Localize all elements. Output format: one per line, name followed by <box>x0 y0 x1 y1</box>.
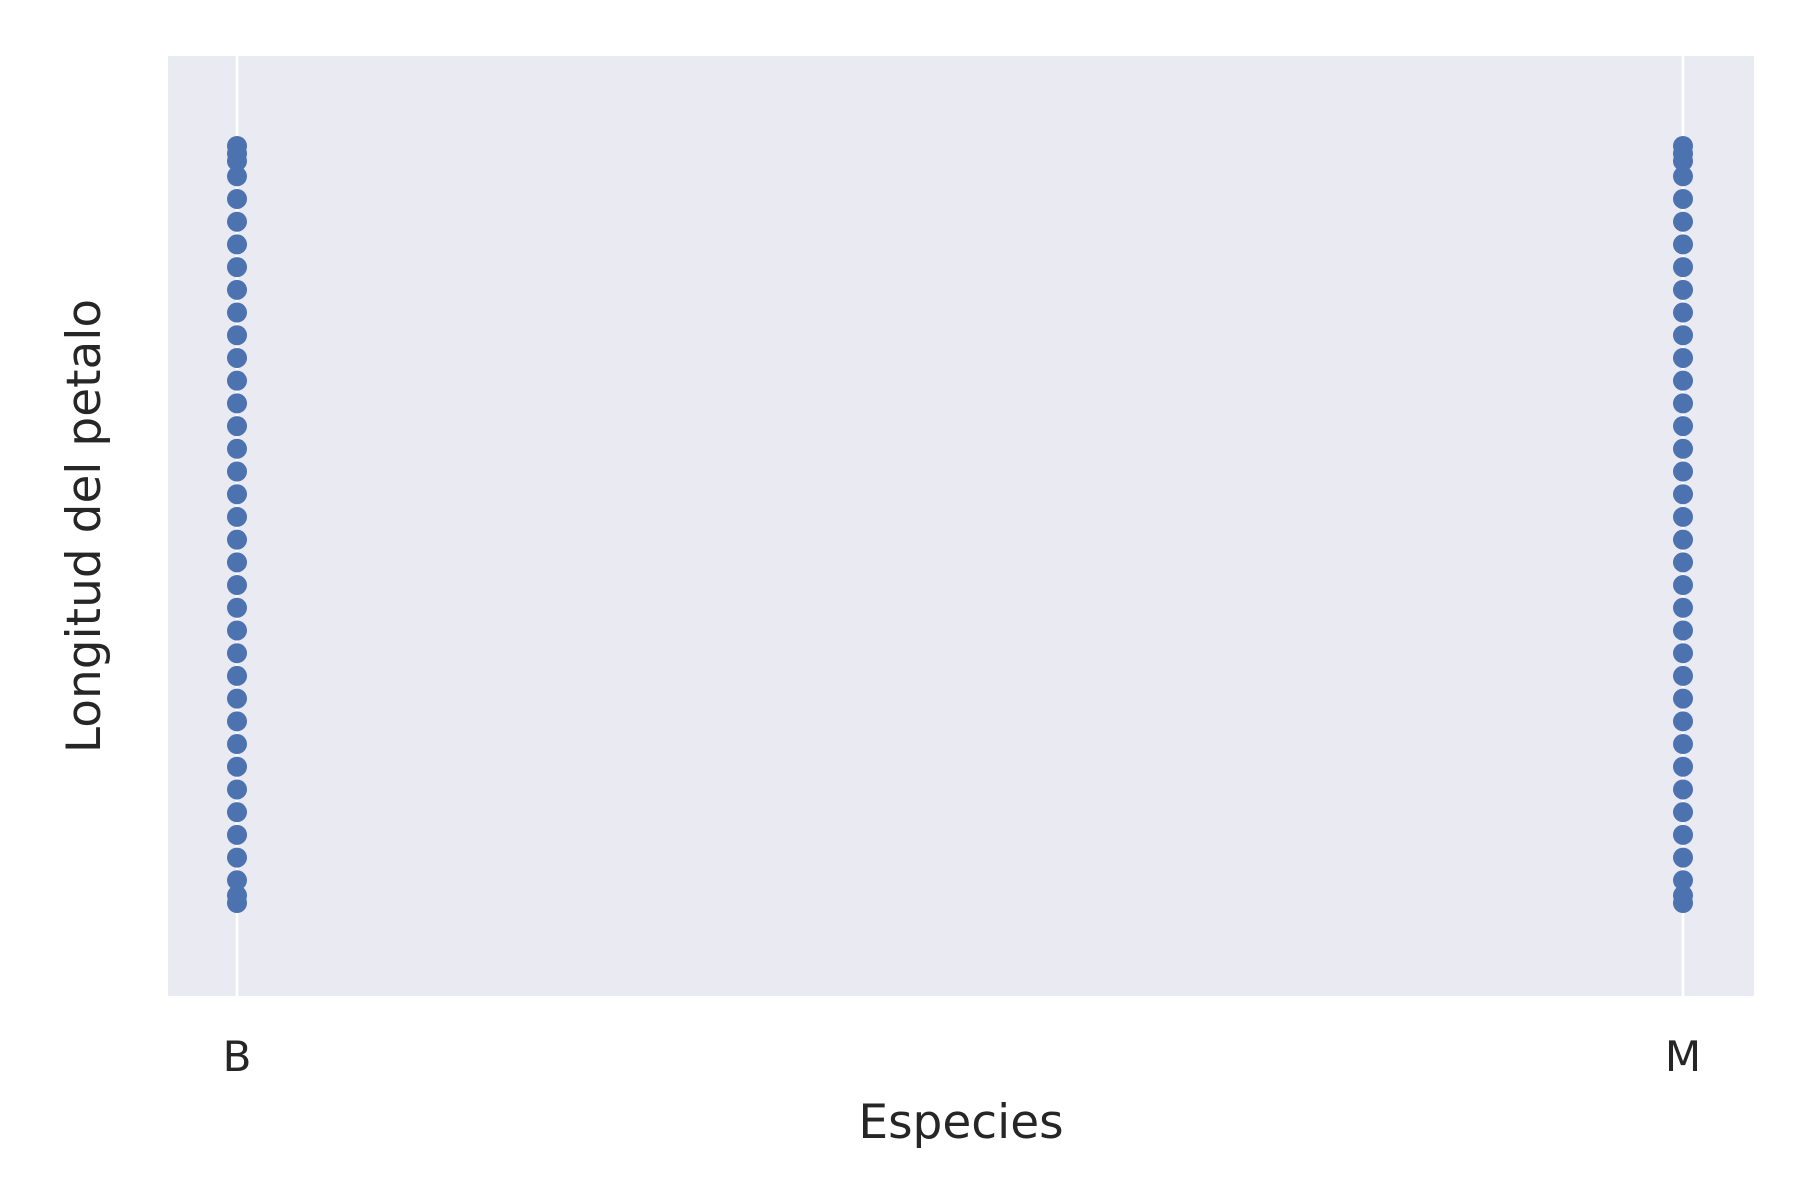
data-point-m-16 <box>1673 552 1693 573</box>
data-point-m-26 <box>1673 325 1693 346</box>
data-points <box>227 136 1693 913</box>
data-point-m-7 <box>1673 756 1693 777</box>
data-point-b-31 <box>227 211 247 232</box>
data-point-m-22 <box>1673 416 1693 437</box>
data-point-b-22 <box>227 416 247 437</box>
data-point-m-4 <box>1673 824 1693 845</box>
data-point-b-3 <box>227 847 247 868</box>
data-point-b-23 <box>227 393 247 414</box>
data-point-b-20 <box>227 461 247 482</box>
data-point-m-10 <box>1673 688 1693 709</box>
data-point-m-8 <box>1673 734 1693 755</box>
data-point-m-18 <box>1673 506 1693 527</box>
data-point-m-24 <box>1673 370 1693 391</box>
data-point-m-31 <box>1673 211 1693 232</box>
data-point-b-6 <box>227 779 247 800</box>
data-point-m-5 <box>1673 802 1693 823</box>
data-point-m-14 <box>1673 597 1693 618</box>
data-point-b-9 <box>227 711 247 732</box>
data-point-m-23 <box>1673 393 1693 414</box>
data-point-b-16 <box>227 552 247 573</box>
data-point-b-19 <box>227 484 247 505</box>
data-point-b-4 <box>227 824 247 845</box>
data-point-m-28 <box>1673 279 1693 300</box>
plot-area <box>168 56 1754 996</box>
data-point-m-30 <box>1673 234 1693 255</box>
data-point-m-32 <box>1673 188 1693 209</box>
data-point-b-33 <box>227 166 247 187</box>
data-point-m-20 <box>1673 461 1693 482</box>
data-point-b-26 <box>227 325 247 346</box>
data-point-b-2 <box>227 870 247 891</box>
data-point-b-21 <box>227 438 247 459</box>
data-point-b-12 <box>227 643 247 664</box>
x-axis-label: Especies <box>858 1095 1063 1150</box>
data-point-m-21 <box>1673 438 1693 459</box>
data-point-b-29 <box>227 257 247 278</box>
data-point-b-30 <box>227 234 247 255</box>
data-point-b-14 <box>227 597 247 618</box>
data-point-b-27 <box>227 302 247 323</box>
data-point-m-36 <box>1673 136 1693 156</box>
data-point-b-36 <box>227 136 247 156</box>
data-point-b-1 <box>227 885 247 906</box>
data-point-b-11 <box>227 665 247 686</box>
data-point-b-5 <box>227 802 247 823</box>
data-point-m-29 <box>1673 257 1693 278</box>
data-point-b-18 <box>227 506 247 527</box>
data-point-b-25 <box>227 347 247 368</box>
data-point-b-7 <box>227 756 247 777</box>
data-point-m-15 <box>1673 575 1693 596</box>
y-axis-label: Longitud del petalo <box>57 299 112 753</box>
data-point-b-32 <box>227 188 247 209</box>
data-point-m-13 <box>1673 620 1693 641</box>
data-point-m-12 <box>1673 643 1693 664</box>
data-point-b-13 <box>227 620 247 641</box>
data-point-m-6 <box>1673 779 1693 800</box>
x-tick-label-b: B <box>223 1032 252 1081</box>
data-point-b-10 <box>227 688 247 709</box>
data-point-m-11 <box>1673 665 1693 686</box>
data-point-m-25 <box>1673 347 1693 368</box>
data-point-b-28 <box>227 279 247 300</box>
x-tick-label-m: M <box>1665 1032 1701 1081</box>
data-point-m-17 <box>1673 529 1693 550</box>
data-point-b-17 <box>227 529 247 550</box>
data-point-m-9 <box>1673 711 1693 732</box>
data-point-m-33 <box>1673 166 1693 187</box>
data-point-m-2 <box>1673 870 1693 891</box>
data-point-m-3 <box>1673 847 1693 868</box>
data-point-b-24 <box>227 370 247 391</box>
data-point-m-19 <box>1673 484 1693 505</box>
data-point-b-15 <box>227 575 247 596</box>
data-point-m-27 <box>1673 302 1693 323</box>
data-point-m-1 <box>1673 885 1693 906</box>
data-point-b-8 <box>227 734 247 755</box>
